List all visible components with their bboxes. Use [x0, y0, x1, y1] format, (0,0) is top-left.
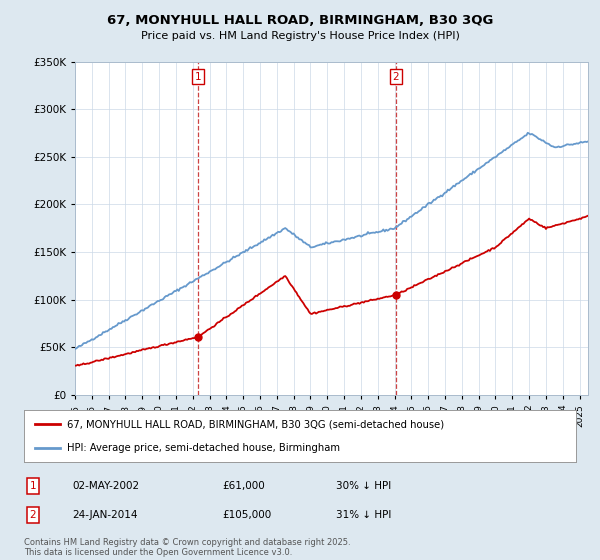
Text: 31% ↓ HPI: 31% ↓ HPI: [336, 510, 391, 520]
Text: 1: 1: [29, 481, 37, 491]
Text: 2: 2: [29, 510, 37, 520]
Text: 67, MONYHULL HALL ROAD, BIRMINGHAM, B30 3QG (semi-detached house): 67, MONYHULL HALL ROAD, BIRMINGHAM, B30 …: [67, 419, 444, 430]
Text: 02-MAY-2002: 02-MAY-2002: [72, 481, 139, 491]
Text: £61,000: £61,000: [222, 481, 265, 491]
Text: 67, MONYHULL HALL ROAD, BIRMINGHAM, B30 3QG: 67, MONYHULL HALL ROAD, BIRMINGHAM, B30 …: [107, 14, 493, 27]
Text: HPI: Average price, semi-detached house, Birmingham: HPI: Average price, semi-detached house,…: [67, 443, 340, 453]
Text: 24-JAN-2014: 24-JAN-2014: [72, 510, 137, 520]
Text: 1: 1: [195, 72, 202, 82]
Text: £105,000: £105,000: [222, 510, 271, 520]
Text: 2: 2: [392, 72, 399, 82]
Text: Price paid vs. HM Land Registry's House Price Index (HPI): Price paid vs. HM Land Registry's House …: [140, 31, 460, 41]
Text: 30% ↓ HPI: 30% ↓ HPI: [336, 481, 391, 491]
Text: Contains HM Land Registry data © Crown copyright and database right 2025.
This d: Contains HM Land Registry data © Crown c…: [24, 538, 350, 557]
